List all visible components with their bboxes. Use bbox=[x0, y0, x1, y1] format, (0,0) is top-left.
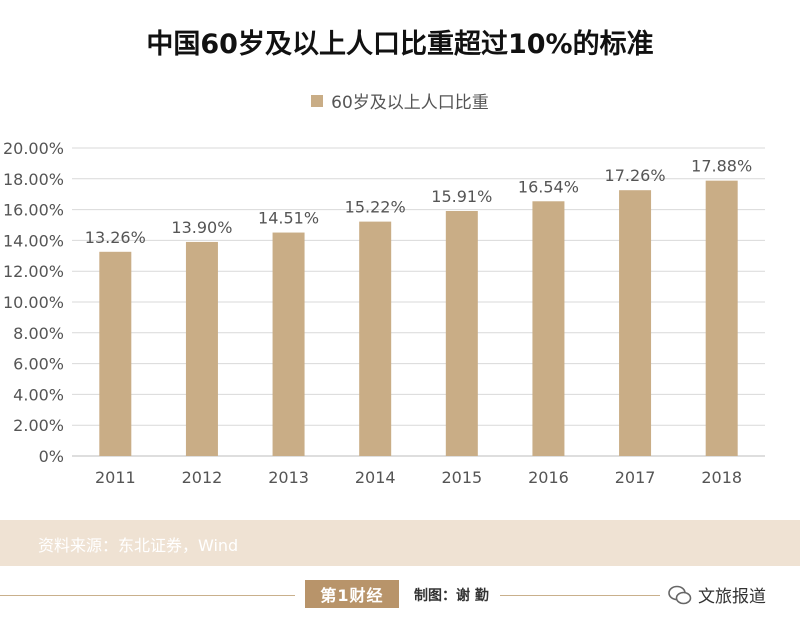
bar bbox=[619, 190, 652, 457]
bar bbox=[359, 221, 392, 456]
wechat-name: 文旅报道 bbox=[698, 587, 766, 607]
y-tick-label: 8.00% bbox=[13, 324, 64, 343]
y-tick-label: 10.00% bbox=[3, 293, 64, 312]
y-tick-label: 2.00% bbox=[13, 416, 64, 435]
wechat-icon bbox=[668, 583, 692, 607]
x-tick-label: 2017 bbox=[615, 468, 656, 487]
y-tick-label: 0% bbox=[39, 447, 64, 466]
x-tick-label: 2018 bbox=[701, 468, 742, 487]
x-tick-label: 2014 bbox=[355, 468, 396, 487]
y-tick-label: 6.00% bbox=[13, 355, 64, 374]
wechat-account: 文旅报道 bbox=[668, 582, 766, 607]
bar bbox=[705, 180, 738, 456]
data-label: 13.26% bbox=[85, 228, 146, 247]
data-label: 15.22% bbox=[345, 198, 406, 217]
source-band: 资料来源：东北证券，Wind bbox=[0, 520, 800, 566]
x-tick-label: 2013 bbox=[268, 468, 309, 487]
y-tick-label: 20.00% bbox=[3, 139, 64, 158]
legend-swatch bbox=[311, 94, 324, 107]
bar bbox=[445, 210, 478, 456]
data-label: 15.91% bbox=[431, 187, 492, 206]
publisher-logo: 第1财经 bbox=[305, 580, 399, 608]
chart-title: 中国60岁及以上人口比重超过10%的标准 bbox=[146, 29, 654, 60]
chart-credit: 制图：谢 勤 bbox=[414, 588, 489, 604]
data-label: 14.51% bbox=[258, 209, 319, 228]
x-tick-label: 2011 bbox=[95, 468, 136, 487]
bar bbox=[185, 241, 218, 456]
bar bbox=[272, 232, 305, 456]
data-label: 13.90% bbox=[171, 218, 232, 237]
y-tick-label: 4.00% bbox=[13, 385, 64, 404]
data-label: 17.88% bbox=[691, 157, 752, 176]
data-label: 16.54% bbox=[518, 177, 579, 196]
y-tick-label: 14.00% bbox=[3, 231, 64, 250]
footer-divider-right bbox=[500, 595, 660, 596]
footer-divider-left bbox=[0, 595, 295, 596]
source-text: 资料来源：东北证券，Wind bbox=[38, 536, 239, 555]
x-tick-label: 2012 bbox=[182, 468, 223, 487]
y-tick-label: 16.00% bbox=[3, 201, 64, 220]
bar bbox=[532, 201, 565, 456]
data-label: 17.26% bbox=[605, 166, 666, 185]
x-tick-label: 2015 bbox=[441, 468, 482, 487]
y-tick-label: 18.00% bbox=[3, 170, 64, 189]
bar bbox=[99, 251, 132, 456]
legend-label: 60岁及以上人口比重 bbox=[331, 93, 489, 113]
legend: 60岁及以上人口比重 bbox=[0, 88, 800, 113]
y-tick-label: 12.00% bbox=[3, 262, 64, 281]
x-tick-label: 2016 bbox=[528, 468, 569, 487]
